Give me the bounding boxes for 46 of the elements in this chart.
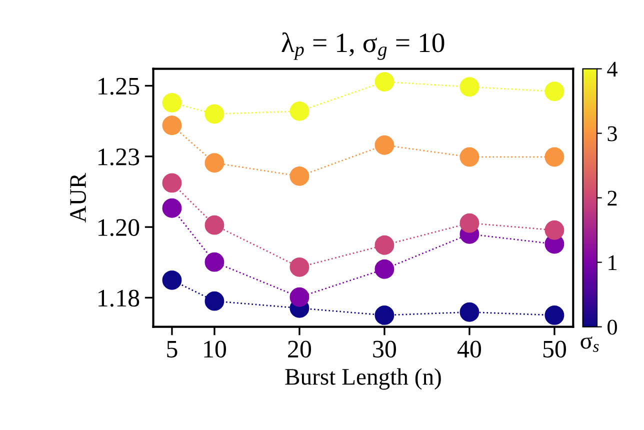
point xyxy=(460,302,480,322)
point xyxy=(162,198,182,218)
point xyxy=(544,82,564,102)
point xyxy=(374,72,394,92)
color-bar-title: σ$_{s}$ xyxy=(580,336,599,352)
point xyxy=(290,257,310,277)
point xyxy=(162,116,182,136)
chart-title: λ$_{p}$ = 1, σ$_{g}$ = 10 xyxy=(282,32,444,60)
point xyxy=(460,147,480,167)
point xyxy=(204,215,224,235)
point xyxy=(290,287,310,307)
point xyxy=(544,147,564,167)
point xyxy=(544,305,564,325)
point xyxy=(374,259,394,279)
y-tick-label: 1.23 xyxy=(98,148,140,166)
point xyxy=(162,92,182,112)
x-tick-label: 5 xyxy=(167,340,178,358)
point xyxy=(544,220,564,240)
point xyxy=(204,153,224,173)
x-axis-title: Burst Length (n) xyxy=(285,368,441,390)
x-tick-label: 20 xyxy=(288,340,312,358)
y-axis-title: AUR xyxy=(70,172,86,222)
point xyxy=(374,305,394,325)
point xyxy=(290,166,310,186)
color-bar-label: 3 xyxy=(608,126,617,142)
point xyxy=(162,173,182,193)
point xyxy=(290,101,310,121)
point xyxy=(204,291,224,311)
x-tick-label: 40 xyxy=(457,340,482,358)
point xyxy=(374,235,394,255)
point xyxy=(204,252,224,272)
x-tick-label: 10 xyxy=(204,340,226,358)
x-tick-label: 30 xyxy=(373,340,396,358)
y-tick-label: 1.18 xyxy=(98,290,140,307)
point xyxy=(460,77,480,97)
color-bar-label: 1 xyxy=(608,255,616,270)
point xyxy=(374,135,394,155)
color-bar-label: 2 xyxy=(608,190,617,206)
y-tick-label: 1.25 xyxy=(98,78,140,95)
y-tick-label: 1.20 xyxy=(98,219,140,236)
point xyxy=(460,213,480,233)
x-tick-label: 50 xyxy=(543,340,566,358)
color-bar-label: 4 xyxy=(607,62,618,77)
point xyxy=(204,104,224,124)
point xyxy=(162,270,182,290)
color-bar-label: 0 xyxy=(608,320,617,335)
